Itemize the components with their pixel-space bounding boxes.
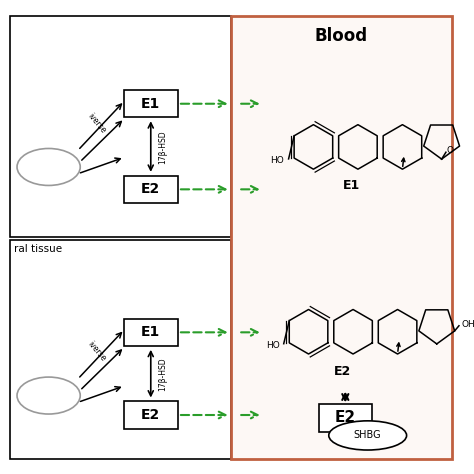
Text: HO: HO (266, 341, 280, 350)
Text: iverse: iverse (86, 340, 108, 364)
Bar (10, 16, 230, 237)
Bar (10, 240, 230, 459)
Text: HO: HO (271, 156, 284, 165)
FancyBboxPatch shape (319, 404, 372, 431)
Ellipse shape (17, 377, 80, 414)
Text: Blood: Blood (315, 27, 368, 45)
Text: E1: E1 (343, 179, 361, 192)
Text: E2: E2 (141, 408, 160, 422)
Ellipse shape (17, 148, 80, 185)
Text: iverse: iverse (86, 111, 108, 135)
FancyBboxPatch shape (124, 176, 178, 203)
Ellipse shape (329, 421, 407, 450)
Bar (230, 16, 452, 459)
Text: OH: OH (462, 319, 474, 328)
Text: E2: E2 (334, 365, 351, 378)
FancyBboxPatch shape (124, 90, 178, 118)
Text: SHBG: SHBG (354, 430, 382, 440)
Text: ral tissue: ral tissue (14, 244, 62, 254)
Text: 17β-HSD: 17β-HSD (158, 357, 167, 391)
Text: E1: E1 (141, 97, 160, 111)
Text: O: O (447, 146, 454, 155)
Text: 17β-HSD: 17β-HSD (158, 131, 167, 164)
Text: E1: E1 (141, 325, 160, 339)
FancyBboxPatch shape (124, 401, 178, 428)
FancyBboxPatch shape (124, 319, 178, 346)
Text: E2: E2 (141, 182, 160, 196)
Text: E2: E2 (335, 410, 356, 426)
